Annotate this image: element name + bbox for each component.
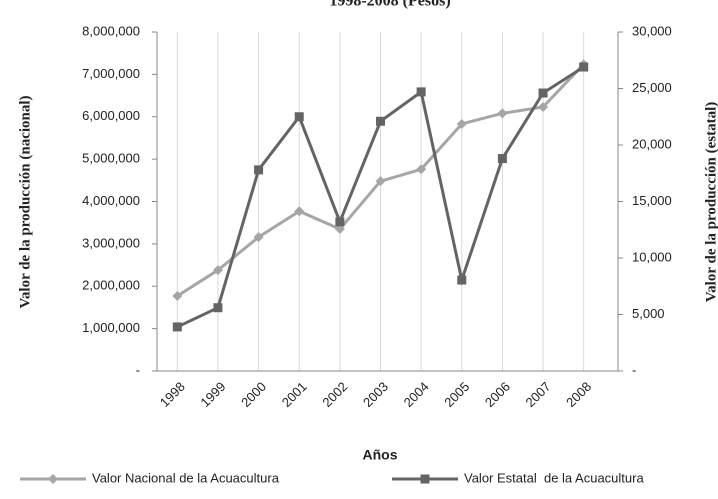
y2-tick-label: 15,000 — [632, 193, 672, 208]
data-point — [335, 217, 345, 227]
y-tick-label: 7,000,000 — [82, 66, 140, 81]
data-point — [253, 232, 264, 243]
x-tick-label: 2003 — [360, 379, 391, 410]
y-tick-label: 3,000,000 — [82, 235, 140, 250]
y2-tick-label: 30,000 — [632, 23, 672, 38]
data-point — [212, 265, 223, 276]
data-point — [456, 118, 467, 129]
y2-tick-label: 20,000 — [632, 136, 672, 151]
legend-marker — [420, 474, 430, 484]
legend-label: Valor Estatal de la Acuacultura — [464, 470, 644, 485]
data-point — [457, 275, 467, 285]
data-point — [416, 87, 426, 97]
x-tick-label: 2002 — [319, 379, 350, 410]
y-tick-label: 2,000,000 — [82, 278, 140, 293]
x-tick-label: 1998 — [157, 379, 188, 410]
y-axis-label: Valor de la producción (nacional) — [17, 95, 33, 308]
data-point — [497, 154, 507, 164]
y-tick-label: 6,000,000 — [82, 108, 140, 123]
data-point — [334, 224, 345, 235]
legend-marker — [48, 474, 58, 484]
y2-tick-label: 10,000 — [632, 249, 672, 264]
y-tick-label: - — [136, 362, 140, 377]
data-point — [172, 290, 183, 301]
data-point — [416, 164, 427, 175]
x-tick-label: 2008 — [563, 379, 594, 410]
y2-tick-label: - — [632, 362, 636, 377]
data-point — [538, 88, 548, 98]
chart-title: 1998-2008 (Pesos) — [329, 0, 450, 10]
data-point — [213, 303, 223, 313]
x-axis-label: Años — [363, 447, 398, 463]
data-point — [172, 322, 182, 332]
y-tick-label: 8,000,000 — [82, 23, 140, 38]
legend-label: Valor Nacional de la Acuacultura — [92, 470, 280, 485]
y-tick-label: 5,000,000 — [82, 151, 140, 166]
data-point — [254, 165, 264, 175]
x-tick-label: 2001 — [279, 379, 310, 410]
data-point — [497, 108, 508, 119]
x-tick-label: 1999 — [197, 379, 228, 410]
x-tick-label: 2004 — [401, 379, 432, 410]
x-tick-label: 2000 — [238, 379, 269, 410]
y2-axis-label: Valor de la producción (estatal) — [703, 102, 718, 303]
y-tick-label: 4,000,000 — [82, 193, 140, 208]
x-tick-label: 2005 — [441, 379, 472, 410]
data-point — [294, 112, 304, 122]
data-point — [538, 102, 549, 113]
data-point — [579, 62, 589, 72]
y2-tick-label: 25,000 — [632, 80, 672, 95]
data-point — [376, 116, 385, 126]
data-point — [294, 206, 305, 217]
y2-tick-label: 5,000 — [632, 306, 665, 321]
y-tick-label: 1,000,000 — [82, 320, 140, 335]
data-point — [375, 176, 386, 187]
x-tick-label: 2007 — [523, 379, 554, 410]
x-tick-label: 2006 — [482, 379, 513, 410]
